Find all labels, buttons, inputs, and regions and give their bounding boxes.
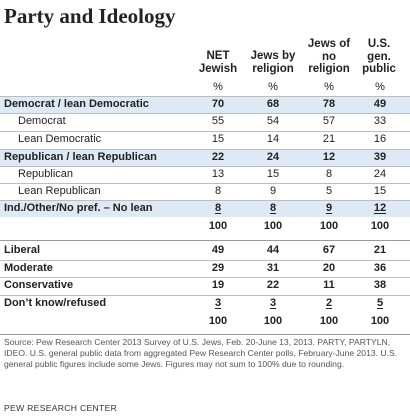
column-header-jews-by-religion: Jews by religion — [250, 50, 296, 75]
total-row: 100 100 100 100 — [208, 315, 390, 327]
table-row: Moderate 29 31 20 36 — [4, 262, 387, 274]
table-row: Lean Republican 8 9 5 15 — [18, 185, 387, 197]
section-divider — [0, 240, 410, 241]
divider — [0, 295, 410, 296]
page-title: Party and Ideology — [4, 4, 176, 28]
source-note: Source: Pew Research Center 2013 Survey … — [4, 337, 398, 369]
divider — [0, 96, 410, 97]
divider — [0, 277, 410, 278]
table-row: Republican 13 15 8 24 — [18, 168, 387, 180]
footer-divider — [0, 334, 410, 335]
table-row: Don’t know/refused 3 3 2 5 — [4, 297, 384, 309]
table-row: Democrat 55 54 57 33 — [18, 115, 387, 127]
brand-credit: PEW RESEARCH CENTER — [4, 403, 118, 413]
divider — [0, 166, 410, 167]
table-row: Lean Democratic 15 14 21 16 — [18, 133, 387, 145]
divider — [0, 260, 410, 261]
total-row: 100 100 100 100 — [208, 220, 390, 232]
divider — [0, 149, 410, 150]
divider — [0, 113, 410, 114]
table-row: Liberal 49 44 67 21 — [4, 244, 387, 256]
divider — [0, 200, 410, 201]
table-row: Democrat / lean Democratic 70 68 78 49 — [4, 98, 387, 110]
row-shade — [0, 97, 410, 113]
percent-sign-row: % % % % — [213, 81, 385, 93]
column-header-net-jewish: NET Jewish — [198, 50, 238, 75]
column-header-jews-no-religion: Jews of no religion — [307, 38, 351, 75]
divider — [0, 183, 410, 184]
table-row: Ind./Other/No pref. – No lean 8 8 9 12 — [4, 202, 387, 214]
table-row: Republican / lean Republican 22 24 12 39 — [4, 151, 387, 163]
row-shade — [0, 201, 410, 217]
column-header-us-general-public: U.S. gen. public — [362, 38, 396, 75]
table-row: Conservative 19 22 11 38 — [4, 279, 387, 291]
divider — [0, 131, 410, 132]
row-shade — [0, 150, 410, 166]
